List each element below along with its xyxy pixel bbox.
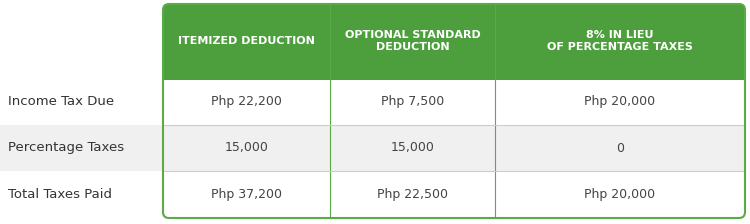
Bar xyxy=(163,41,745,80)
Text: Php 7,500: Php 7,500 xyxy=(381,95,444,108)
Bar xyxy=(163,171,745,218)
Text: Php 22,500: Php 22,500 xyxy=(377,188,448,201)
Text: 15,000: 15,000 xyxy=(224,142,268,155)
Text: OPTIONAL STANDARD
DEDUCTION: OPTIONAL STANDARD DEDUCTION xyxy=(344,30,480,52)
Text: Total Taxes Paid: Total Taxes Paid xyxy=(8,188,112,201)
Text: ITEMIZED DEDUCTION: ITEMIZED DEDUCTION xyxy=(178,36,315,46)
Bar xyxy=(0,78,163,125)
Text: 8% IN LIEU
OF PERCENTAGE TAXES: 8% IN LIEU OF PERCENTAGE TAXES xyxy=(547,30,693,52)
Bar xyxy=(0,125,163,171)
Text: Php 22,200: Php 22,200 xyxy=(211,95,282,108)
Text: Php 20,000: Php 20,000 xyxy=(584,188,656,201)
FancyBboxPatch shape xyxy=(163,4,745,78)
Bar xyxy=(163,125,745,171)
Text: Php 20,000: Php 20,000 xyxy=(584,95,656,108)
Text: Income Tax Due: Income Tax Due xyxy=(8,95,114,108)
Text: 0: 0 xyxy=(616,142,624,155)
Text: Php 37,200: Php 37,200 xyxy=(211,188,282,201)
Bar xyxy=(0,171,163,218)
Bar xyxy=(163,78,745,125)
Text: 15,000: 15,000 xyxy=(391,142,434,155)
Text: Percentage Taxes: Percentage Taxes xyxy=(8,142,124,155)
